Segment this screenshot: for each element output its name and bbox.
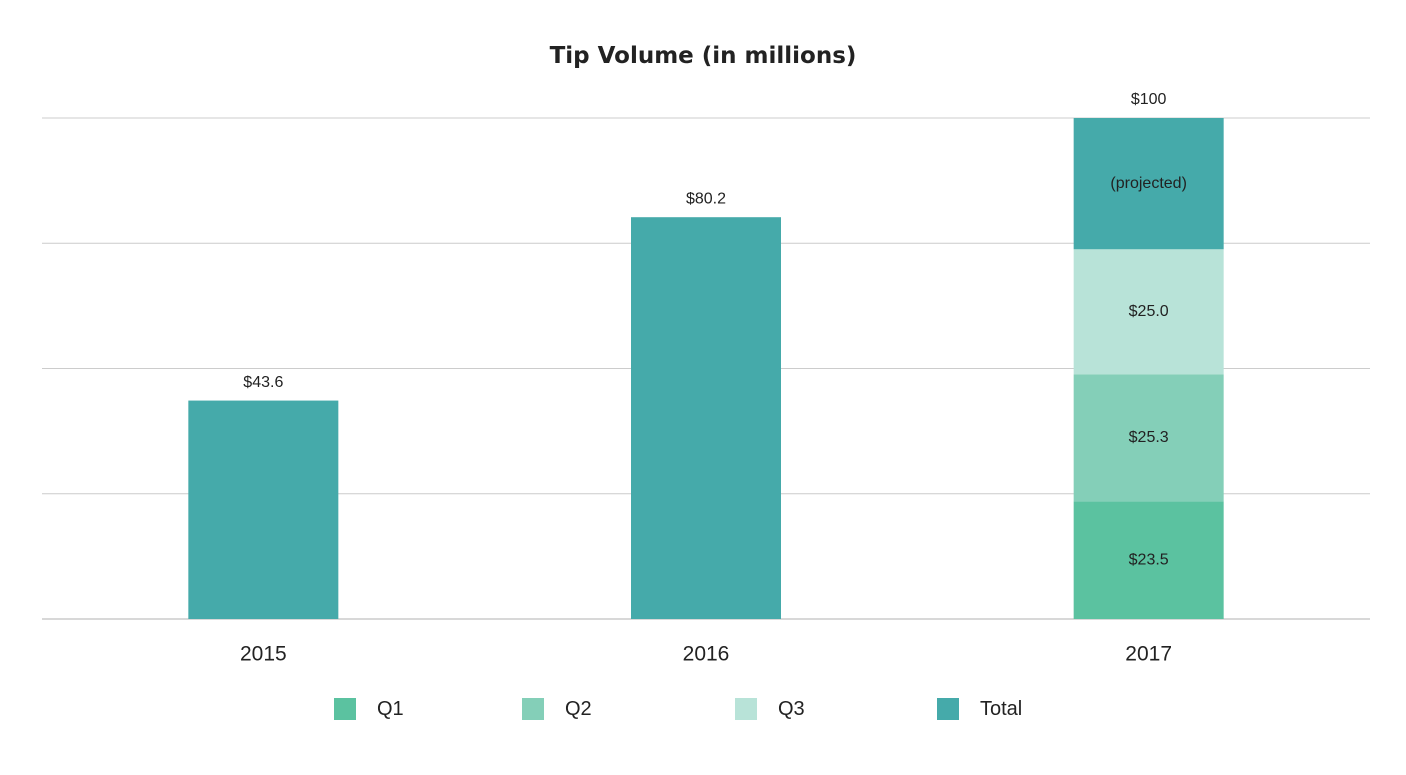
legend-item-q3: Q3	[735, 695, 805, 723]
bar-2017-total	[1073, 118, 1224, 250]
legend-item-q2: Q2	[522, 695, 592, 723]
bar-2017-q2	[1073, 374, 1224, 502]
bar-2016-total	[631, 217, 781, 619]
segment-label-2017-total: (projected)	[1110, 175, 1186, 192]
legend-swatch-q2	[522, 698, 544, 720]
chart-title: Tip Volume (in millions)	[549, 43, 857, 69]
segment-label-2017-q3: $25.0	[1129, 303, 1169, 320]
value-label-2017: $100	[1131, 91, 1167, 108]
legend-label-q3: Q3	[778, 697, 805, 720]
legend-swatch-q1	[334, 698, 356, 720]
segment-label-2017-q2: $25.3	[1129, 429, 1169, 446]
legend-label-q1: Q1	[377, 697, 404, 720]
legend-label-total: Total	[980, 697, 1023, 720]
value-label-2015: $43.6	[243, 374, 283, 391]
segment-label-2017-q1: $23.5	[1129, 551, 1169, 568]
value-label-2016: $80.2	[686, 190, 726, 207]
legend-swatch-total	[937, 698, 959, 720]
legend-swatch-q3	[735, 698, 757, 720]
x-tick-label-2016: 2016	[683, 643, 730, 666]
bar-2017-q1	[1073, 501, 1224, 619]
bar-2015-total	[188, 400, 339, 619]
legend-item-q1: Q1	[334, 695, 404, 723]
legend-item-total: Total	[937, 695, 1022, 723]
bar-2017-q3	[1073, 249, 1224, 375]
legend-label-q2: Q2	[565, 697, 592, 720]
legend: Q1 Q2 Q3 Total	[0, 695, 1406, 723]
x-tick-label-2015: 2015	[240, 643, 287, 666]
x-tick-label-2017: 2017	[1125, 643, 1172, 666]
